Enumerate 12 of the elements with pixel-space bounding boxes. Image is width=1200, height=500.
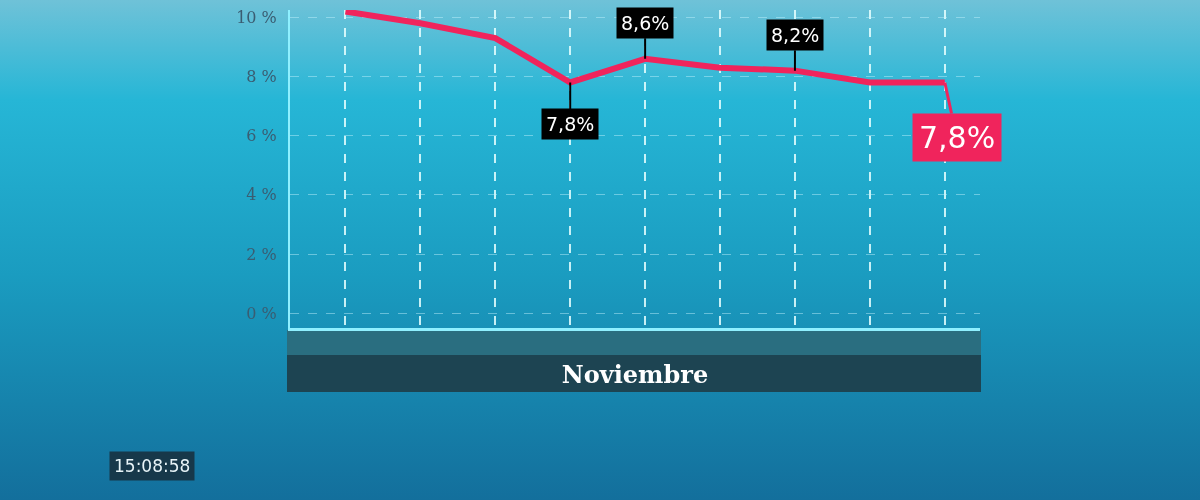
y-tick-label: 2 % xyxy=(246,244,277,264)
y-tick-label: 0 % xyxy=(246,303,277,323)
y-tick-label: 6 % xyxy=(246,126,277,146)
y-tick-label: 4 % xyxy=(246,185,277,205)
y-tick-label: 10 % xyxy=(236,8,277,27)
data-label: 8,6% xyxy=(621,12,670,34)
data-label: 8,2% xyxy=(771,24,820,46)
text: 15:08:58 xyxy=(114,456,191,476)
y-tick-label: 8 % xyxy=(246,67,277,87)
data-label: 7,8% xyxy=(919,120,996,155)
x-axis-title: Noviembre xyxy=(561,359,709,389)
data-label: 7,8% xyxy=(546,113,595,135)
